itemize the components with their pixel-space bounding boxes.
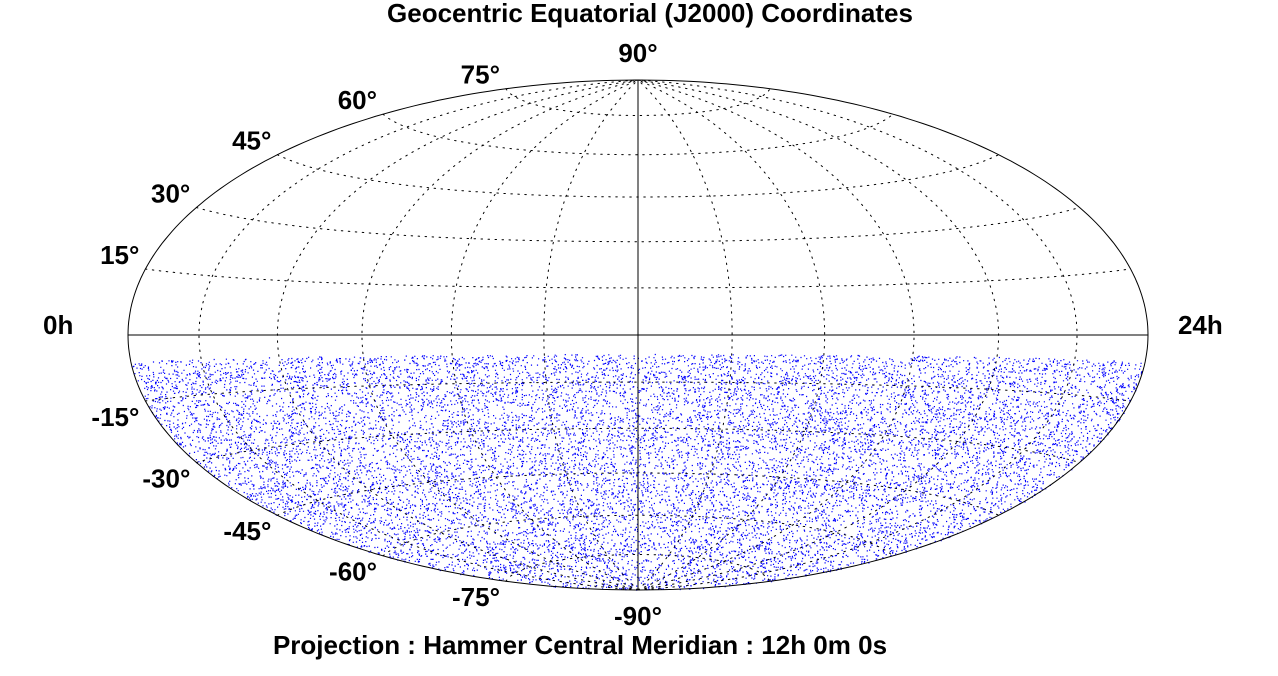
parallel xyxy=(195,427,1081,463)
meridian xyxy=(543,79,639,591)
y-tick-label: 75° xyxy=(461,60,500,90)
y-tick-label: -30° xyxy=(142,463,190,493)
parallel xyxy=(276,154,1000,198)
y-tick-label: -45° xyxy=(223,516,271,546)
y-tick-label: 15° xyxy=(100,240,139,270)
chart-title: Geocentric Equatorial (J2000) Coordinate… xyxy=(387,0,913,28)
y-tick-label: 90° xyxy=(618,38,657,68)
y-tick-label: 45° xyxy=(232,126,271,156)
x-tick-label: 0h xyxy=(43,310,73,340)
projection-note: Projection : Hammer Central Meridian : 1… xyxy=(273,630,887,660)
y-tick-label: 30° xyxy=(151,178,190,208)
y-tick-label: -90° xyxy=(614,601,662,631)
y-tick-label: 60° xyxy=(338,85,377,115)
y-tick-label: -75° xyxy=(452,582,500,612)
parallel xyxy=(195,207,1081,243)
parallel xyxy=(382,514,894,557)
y-tick-label: -15° xyxy=(91,402,139,432)
star-field xyxy=(132,353,1143,591)
parallel xyxy=(505,554,771,582)
x-tick-label: 24h xyxy=(1178,310,1223,340)
parallel xyxy=(505,88,771,116)
meridian xyxy=(637,79,915,591)
parallel xyxy=(382,113,894,156)
parallel xyxy=(276,472,1000,516)
y-tick-label: -60° xyxy=(329,557,377,587)
